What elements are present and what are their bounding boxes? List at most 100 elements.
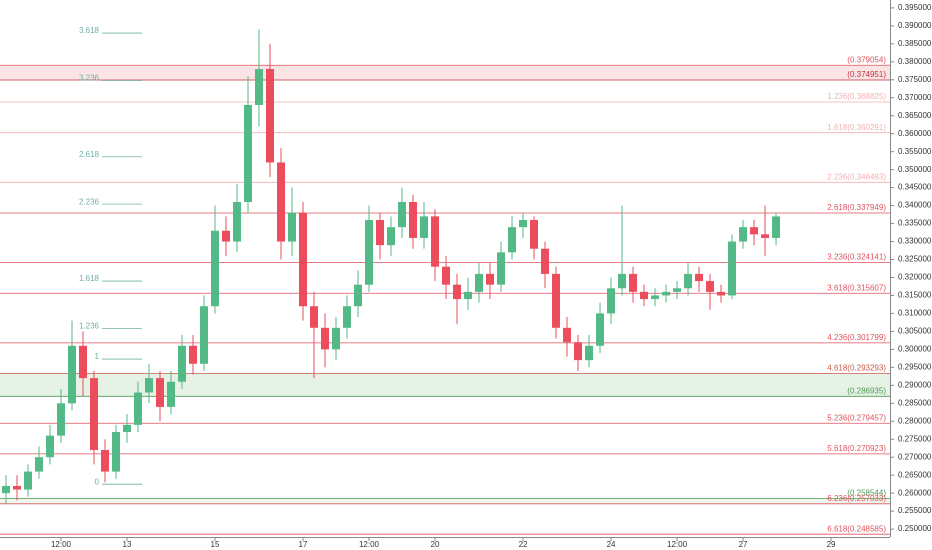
candle-body [409, 202, 418, 238]
candle-body [552, 273, 561, 328]
candle-body [585, 345, 594, 361]
x-tick-label: 17 [299, 540, 308, 549]
fib-level-label: 2.236(0.346483) [827, 172, 886, 181]
y-tick-label: 0.390000 [898, 21, 932, 30]
candle-body [78, 345, 87, 379]
candle-body [442, 266, 451, 285]
candle-body [772, 216, 781, 238]
candle-body [398, 202, 407, 228]
y-tick-label: 0.270000 [898, 452, 932, 461]
y-tick-label: 0.260000 [898, 488, 932, 497]
left-fib-label: 1 [95, 352, 100, 361]
candle-body [651, 295, 660, 300]
fib-level-label: 4.618(0.293293) [827, 364, 886, 373]
candle-body [166, 381, 175, 407]
left-fib-label: 2.618 [79, 150, 100, 159]
fib-level-label: (0.374951) [847, 70, 886, 79]
y-tick-label: 0.255000 [898, 506, 932, 515]
x-tick-label: 12:00 [359, 540, 380, 549]
y-tick-label: 0.305000 [898, 327, 932, 336]
x-tick-label: 20 [431, 540, 440, 549]
candle-body [1, 485, 10, 494]
candle-body [266, 69, 275, 163]
x-tick-label: 22 [519, 540, 528, 549]
y-tick-label: 0.380000 [898, 57, 932, 66]
fib-level-label: 1.236(0.368825) [827, 92, 886, 101]
candle-body [365, 219, 374, 285]
candle-body [100, 450, 109, 472]
candle-body [739, 227, 748, 242]
candle-body [420, 216, 429, 238]
x-tick-label: 13 [123, 540, 132, 549]
fib-level-label: (0.286935) [847, 386, 886, 395]
y-tick-label: 0.320000 [898, 273, 932, 282]
candle-body [750, 227, 759, 235]
zone [0, 498, 890, 504]
candle-body [486, 273, 495, 285]
y-tick-label: 0.250000 [898, 524, 932, 533]
candle-body [188, 345, 197, 364]
y-tick-label: 0.360000 [898, 129, 932, 138]
x-tick-label: 12:00 [51, 540, 72, 549]
y-tick-label: 0.365000 [898, 111, 932, 120]
candle-body [89, 378, 98, 451]
candle-body [706, 281, 715, 292]
candle-body [475, 273, 484, 292]
candle-body [376, 219, 385, 246]
candle-body [133, 392, 142, 425]
candle-body [277, 162, 286, 242]
candle-body [34, 457, 43, 472]
candle-body [210, 230, 219, 307]
candle-body [354, 284, 363, 307]
y-tick-label: 0.315000 [898, 291, 932, 300]
fib-level-label: 5.236(0.279457) [827, 413, 886, 422]
candle-body [122, 424, 131, 433]
y-tick-label: 0.395000 [898, 3, 932, 12]
candle-body [563, 327, 572, 343]
candle-body [387, 227, 396, 246]
x-tick-label: 29 [827, 540, 836, 549]
fib-level-label: 1.618(0.360291) [827, 123, 886, 132]
left-fib-label: 0 [95, 477, 100, 486]
y-tick-label: 0.340000 [898, 201, 932, 210]
y-tick-label: 0.300000 [898, 344, 932, 353]
zone [0, 65, 890, 80]
y-tick-label: 0.370000 [898, 93, 932, 102]
candle-body [144, 378, 153, 393]
candle-body [574, 342, 583, 361]
candle-body [431, 216, 440, 267]
candle-body [618, 273, 627, 289]
x-tick-label: 15 [211, 540, 220, 549]
candle-body [321, 327, 330, 350]
candle-body [12, 485, 21, 490]
candle-body [243, 104, 252, 203]
candle-body [45, 435, 54, 458]
fib-level-label: 4.236(0.301799) [827, 333, 886, 342]
left-fib-label: 2.236 [79, 197, 100, 206]
y-tick-label: 0.325000 [898, 255, 932, 264]
candle-body [111, 432, 120, 472]
candle-body [177, 345, 186, 382]
candle-body [497, 252, 506, 285]
y-tick-label: 0.385000 [898, 39, 932, 48]
y-tick-label: 0.295000 [898, 362, 932, 371]
candle-body [662, 291, 671, 296]
candle-body [640, 291, 649, 300]
y-tick-label: 0.285000 [898, 398, 932, 407]
candle-body [221, 230, 230, 242]
fib-level-label: 3.236(0.324141) [827, 253, 886, 262]
candle-body [508, 227, 517, 253]
fib-level-label: (0.379054) [847, 55, 886, 64]
x-tick-label: 12:00 [667, 540, 688, 549]
candle-body [464, 291, 473, 300]
candle-body [155, 378, 164, 407]
left-fib-label: 1.618 [79, 274, 100, 283]
x-tick-label: 24 [607, 540, 616, 549]
left-fib-label: 3.236 [79, 74, 100, 83]
fib-level-label: 3.618(0.315607) [827, 283, 886, 292]
candle-body [530, 219, 539, 249]
candle-body [607, 288, 616, 314]
candle-body [519, 219, 528, 228]
y-tick-label: 0.345000 [898, 183, 932, 192]
candle-body [596, 313, 605, 346]
